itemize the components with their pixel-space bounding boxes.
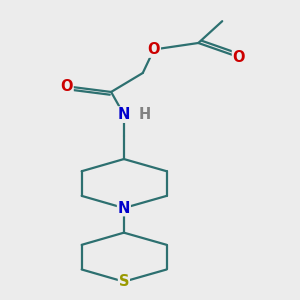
Text: N: N (118, 200, 130, 215)
Text: O: O (148, 42, 160, 57)
Text: S: S (118, 274, 129, 289)
Text: N: N (118, 107, 130, 122)
Text: H: H (139, 107, 151, 122)
Text: O: O (232, 50, 245, 64)
Text: O: O (60, 79, 73, 94)
